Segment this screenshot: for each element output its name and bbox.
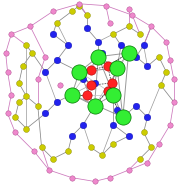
Point (33, 150, 36, 153)
Point (135, 104, 138, 107)
Point (82, 78, 85, 81)
Point (70, 176, 73, 179)
Point (135, 55, 138, 58)
Point (44, 112, 47, 115)
Point (106, 65, 109, 68)
Point (70, 135, 73, 138)
Point (116, 108, 119, 111)
Point (101, 51, 104, 54)
Point (85, 14, 88, 17)
Point (165, 70, 168, 73)
Point (55, 21, 58, 24)
Point (51, 10, 54, 13)
Point (67, 150, 70, 153)
Point (59, 84, 62, 87)
Point (138, 33, 141, 36)
Point (78, 4, 81, 7)
Point (31, 51, 34, 54)
Point (40, 146, 43, 149)
Point (101, 153, 104, 156)
Point (150, 25, 153, 28)
Point (89, 84, 92, 87)
Point (127, 8, 130, 11)
Point (106, 89, 109, 92)
Point (51, 33, 54, 36)
Point (25, 95, 28, 98)
Point (146, 65, 149, 68)
Point (104, 4, 107, 7)
Point (93, 104, 96, 107)
Point (131, 14, 134, 17)
Point (82, 123, 85, 126)
Point (17, 101, 20, 104)
Point (150, 146, 153, 149)
Point (67, 44, 70, 47)
Point (10, 33, 13, 36)
Point (25, 44, 28, 47)
Point (172, 78, 175, 81)
Point (165, 40, 168, 43)
Point (142, 131, 145, 134)
Point (70, 93, 73, 96)
Point (119, 44, 122, 47)
Point (44, 70, 47, 73)
Point (146, 116, 149, 119)
Point (89, 146, 92, 149)
Point (93, 82, 96, 85)
Point (6, 70, 9, 73)
Point (172, 101, 175, 104)
Point (142, 44, 145, 47)
Point (55, 101, 58, 104)
Point (138, 157, 141, 160)
Point (146, 161, 149, 164)
Point (127, 25, 130, 28)
Point (55, 59, 58, 62)
Point (127, 51, 130, 54)
Point (36, 78, 39, 81)
Point (116, 67, 119, 70)
Point (21, 65, 24, 68)
Point (44, 55, 47, 58)
Point (159, 84, 162, 87)
Point (108, 21, 111, 24)
Point (127, 135, 130, 138)
Point (25, 127, 28, 130)
Point (78, 70, 81, 73)
Point (121, 116, 124, 119)
Point (70, 10, 73, 13)
Point (169, 59, 172, 62)
Point (29, 25, 32, 28)
Point (10, 93, 13, 96)
Point (112, 93, 115, 96)
Point (108, 176, 111, 179)
Point (51, 157, 54, 160)
Point (78, 2, 81, 5)
Point (97, 40, 100, 43)
Point (169, 123, 172, 126)
Point (97, 55, 100, 58)
Point (85, 93, 88, 96)
Point (36, 104, 39, 107)
Point (89, 68, 92, 71)
Point (14, 116, 17, 119)
Point (93, 180, 96, 183)
Point (85, 27, 88, 30)
Point (157, 55, 160, 58)
Point (14, 131, 17, 134)
Point (17, 82, 20, 85)
Point (112, 123, 115, 126)
Point (127, 169, 130, 172)
Point (48, 169, 51, 172)
Point (112, 142, 115, 145)
Point (110, 82, 113, 85)
Point (4, 51, 7, 54)
Point (6, 112, 9, 115)
Point (157, 142, 160, 145)
Point (112, 33, 115, 36)
